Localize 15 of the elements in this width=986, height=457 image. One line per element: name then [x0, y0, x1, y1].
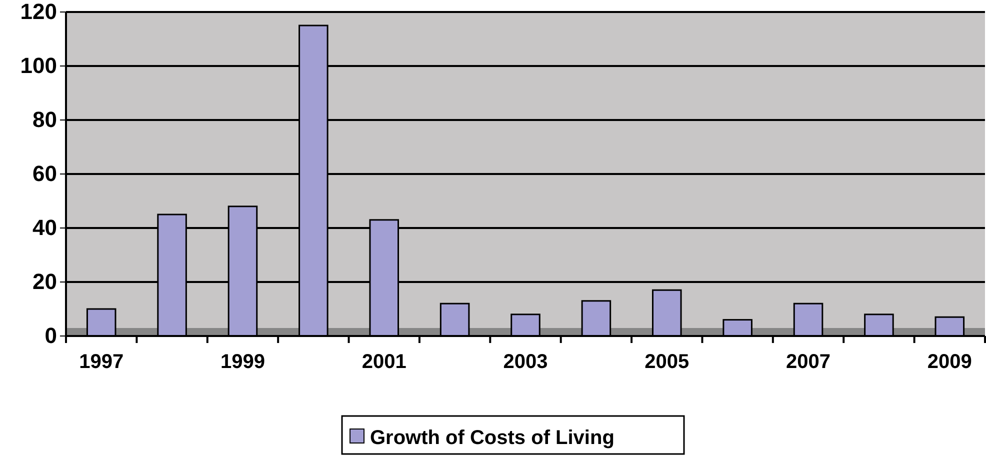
x-tick-label: 2005: [644, 351, 690, 373]
x-tick-label: 1997: [79, 351, 124, 373]
y-tick-label: 100: [20, 53, 57, 78]
y-tick-label: 40: [32, 215, 57, 240]
x-tick-label: 2003: [503, 351, 548, 373]
x-tick-label: 2007: [786, 351, 831, 373]
x-tick-label: 2009: [927, 351, 972, 373]
y-tick-label: 20: [32, 269, 57, 294]
y-tick-label: 80: [32, 107, 57, 132]
x-tick-label: 1999: [220, 351, 265, 373]
y-tick-label: 120: [20, 0, 57, 24]
legend-label: Growth of Costs of Living: [370, 427, 614, 449]
x-tick-label: 2001: [362, 351, 406, 373]
y-tick-label: 0: [44, 323, 57, 348]
y-tick-label: 60: [32, 161, 57, 186]
